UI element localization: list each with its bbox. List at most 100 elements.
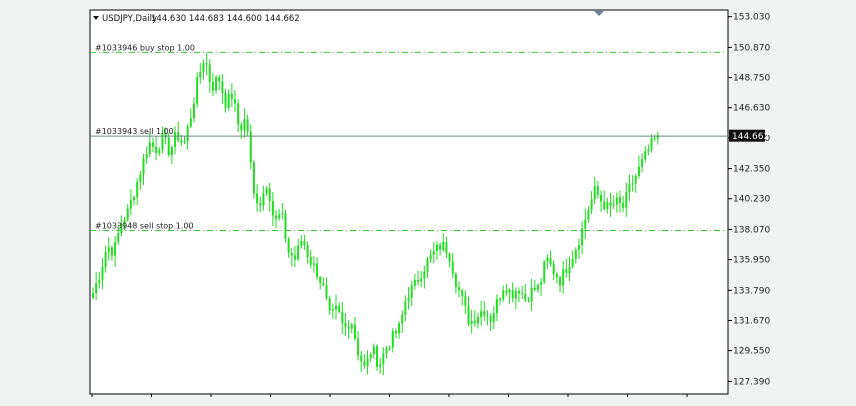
candle-body [192,103,195,119]
candle-body [205,63,208,65]
candle-body [95,283,98,294]
ohlc-values: 144.630 144.683 144.600 144.662 [151,14,300,24]
candle-body [505,290,508,293]
candle-body [555,273,558,278]
candle-body [110,247,113,256]
candle-body [508,289,511,293]
candle-body [417,280,420,282]
candle-body [603,201,606,210]
candle-body [246,119,249,132]
candle-body [653,137,656,139]
candle-body [218,77,221,82]
candle-body [227,93,230,108]
candle-body [518,291,520,294]
x-axis-ticks [91,394,688,397]
candle-body [202,63,205,72]
candle-body [366,358,369,366]
candle-body [552,264,555,274]
candle-body [322,283,325,285]
candle-body [458,287,461,291]
candle-body [391,330,394,348]
candle-body [565,269,568,274]
candle-body [293,255,296,260]
candle-body [451,261,454,274]
order-label: #1033943 sell 1.00 [95,127,174,136]
candle-body [344,322,347,328]
candle-body [429,255,432,260]
candle-body [325,284,328,298]
candle-body [341,311,344,323]
candle-body [382,353,385,365]
candle-body [300,241,303,246]
candle-body [281,213,284,215]
y-tick-label: 127.390 [733,377,770,387]
symbol-timeframe: USDJPY,Daily [102,14,157,24]
candle-body [631,183,634,185]
candle-body [107,247,110,252]
candle-body [161,132,164,150]
candle-body [644,151,647,160]
order-label: #1033946 buy stop 1.00 [95,43,195,52]
candle-body [587,209,590,220]
candle-body [470,320,473,325]
candle-body [584,219,587,229]
candle-body [252,162,255,194]
candle-body [590,199,593,210]
current-price-label: 144.662 [732,132,769,142]
candle-body [511,289,514,299]
candle-body [423,271,426,279]
candle-body [262,193,265,206]
candle-body [139,174,142,182]
candle-body [379,364,382,367]
candle-body [492,313,495,322]
candle-body [442,242,445,250]
candle-body [284,213,287,239]
candle-body [271,200,274,216]
candle-body [221,81,224,93]
candle-body [524,293,527,300]
candle-body [650,137,653,150]
candle-body [376,346,378,367]
candle-body [502,290,505,300]
candle-body [401,314,404,324]
candle-body [533,287,536,290]
candle-body [420,278,423,282]
y-tick-label: 129.550 [733,347,770,357]
candle-body [413,280,416,286]
candle-body [543,261,546,283]
candle-body [360,355,363,362]
y-tick-label: 135.950 [733,256,770,266]
candle-body [243,119,246,131]
candle-body [559,277,562,286]
y-tick-label: 131.670 [733,316,770,326]
candle-body [353,324,356,339]
candle-body [489,316,492,322]
chart-header: USDJPY,Daily 144.630 144.683 144.600 144… [93,14,300,24]
candle-body [180,140,183,143]
chart-shift-marker[interactable] [594,11,604,16]
y-tick-label: 140.230 [733,195,770,205]
current-price-badge: 144.662 [729,129,769,142]
candle-body [622,202,625,208]
candle-body [350,324,353,329]
candle-body [249,131,252,163]
candle-body [319,277,322,284]
candle-body [234,99,236,104]
candle-body [275,215,278,219]
candle-body [151,142,154,147]
candle-body [562,269,565,286]
candle-body [571,258,574,267]
candle-body [407,297,410,302]
candle-body [369,354,372,359]
candle-body [448,253,451,262]
candle-body [158,149,161,153]
candle-body [133,197,136,201]
plot-area [89,9,729,395]
symbol-dropdown-icon[interactable] [93,16,99,20]
candle-body [303,241,306,246]
candle-body [536,284,539,290]
candle-body [338,305,341,312]
candle-body [577,245,580,250]
candle-body [454,273,457,288]
